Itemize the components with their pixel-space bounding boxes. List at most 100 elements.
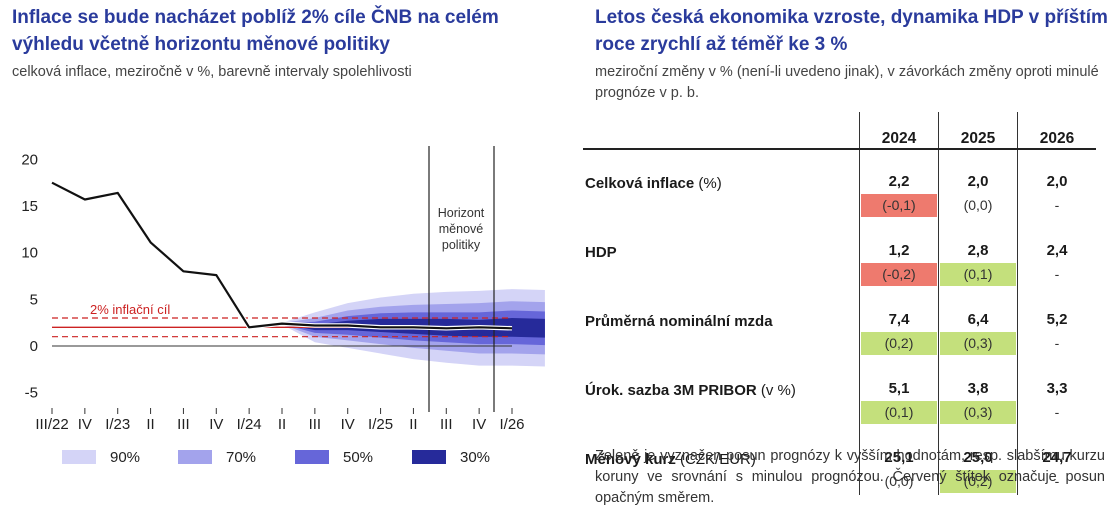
row-change: -: [1017, 192, 1096, 219]
change-tag: -: [1054, 266, 1060, 282]
table-row: HDP 1,2 2,8 2,4: [583, 219, 1096, 261]
green-change-tag: (0,1): [861, 401, 937, 424]
table-row: Průměrná nominální mzda 7,4 6,4 5,2: [583, 288, 1096, 330]
row-value: 3,8: [938, 357, 1018, 399]
row-value: 25,0: [938, 426, 1018, 468]
row-value: 5,2: [1017, 288, 1096, 330]
row-value: 6,4: [938, 288, 1018, 330]
row-value: 2,0: [938, 149, 1018, 192]
table-row-change: (0,0) (0,2) -: [583, 468, 1096, 495]
table-footnote: Zeleně je vyznačen posun prognózy k vyšš…: [595, 448, 1105, 506]
x-tick-label: I/24: [237, 416, 262, 433]
red-change-tag: (-0,1): [861, 194, 937, 217]
x-tick-label: II: [409, 416, 417, 433]
row-change: -: [1017, 468, 1096, 495]
right-subtitle: meziroční změny v % (není-li uvedeno jin…: [595, 64, 1099, 101]
row-label-bold: HDP: [585, 244, 617, 261]
row-change: (0,0): [938, 192, 1018, 219]
red-change-tag: (-0,2): [861, 263, 937, 286]
year-2026-header: 2026: [1017, 112, 1096, 150]
green-change-tag: (0,1): [940, 263, 1016, 286]
table-row: Měnový kurz (CZK/EUR) 25,1 25,0 24,7: [583, 426, 1096, 468]
x-tick-label: IV: [341, 416, 355, 433]
x-tick-label: I/23: [105, 416, 130, 433]
row-label-bold: Celková inflace: [585, 175, 695, 192]
row-label: Průměrná nominální mzda: [583, 288, 860, 330]
row-change: (0,1): [859, 399, 939, 426]
year-2024-header: 2024: [859, 112, 939, 150]
change-tag: (0,0): [884, 473, 914, 489]
table-row-change: (0,2) (0,3) -: [583, 330, 1096, 357]
x-tick-label: IV: [472, 416, 486, 433]
row-change: (-0,2): [859, 261, 939, 288]
table-header-empty: [583, 112, 860, 150]
row-change: (0,0): [859, 468, 939, 495]
y-tick-label: 5: [30, 291, 38, 308]
inflation-fan-chart: 2% inflační cíl Horizont měnové politiky -5 0…: [21, 146, 545, 466]
target-label: 2% inflační cíl: [90, 302, 170, 317]
row-label-spacer: [583, 192, 860, 219]
change-tag: -: [1054, 473, 1060, 489]
x-tick-label: IV: [209, 416, 223, 433]
row-label-bold: Průměrná nominální mzda: [585, 313, 773, 330]
row-label: HDP: [583, 219, 860, 261]
right-title: Letos česká ekonomika vzroste, dynamika …: [595, 7, 1108, 55]
legend-label: 90%: [110, 449, 140, 466]
row-change: (0,3): [938, 330, 1018, 357]
forecast-table: 2024 2025 2026 Celková inflace (%) 2,2 2,0…: [583, 112, 1096, 495]
y-tick-label: 20: [21, 151, 38, 168]
row-value: 2,0: [1017, 149, 1096, 192]
table-header-row: 2024 2025 2026: [583, 112, 1096, 150]
table-row-change: (-0,1) (0,0) -: [583, 192, 1096, 219]
x-tick-label: III: [309, 416, 322, 433]
row-label-bold: Úrok. sazba 3M PRIBOR: [585, 382, 757, 399]
row-label-unit: (%): [694, 175, 722, 192]
row-change: -: [1017, 261, 1096, 288]
row-value: 2,4: [1017, 219, 1096, 261]
year-2025-header: 2025: [938, 112, 1018, 150]
table-row: Úrok. sazba 3M PRIBOR (v %) 5,1 3,8 3,3: [583, 357, 1096, 399]
row-value: 1,2: [859, 219, 939, 261]
green-change-tag: (0,2): [861, 332, 937, 355]
row-value: 25,1: [859, 426, 939, 468]
legend-label: 70%: [226, 449, 256, 466]
green-change-tag: (0,3): [940, 332, 1016, 355]
x-tick-label: I/25: [368, 416, 393, 433]
y-tick-label: -5: [25, 385, 38, 402]
legend-swatch: [412, 450, 446, 464]
y-tick-label: 0: [30, 338, 38, 355]
row-value: 2,8: [938, 219, 1018, 261]
row-value: 7,4: [859, 288, 939, 330]
row-change: (0,2): [859, 330, 939, 357]
row-label: Měnový kurz (CZK/EUR): [583, 426, 860, 468]
row-label: Úrok. sazba 3M PRIBOR (v %): [583, 357, 860, 399]
row-value: 24,7: [1017, 426, 1096, 468]
change-tag: -: [1054, 197, 1060, 213]
row-label-spacer: [583, 261, 860, 288]
table-row: Celková inflace (%) 2,2 2,0 2,0: [583, 149, 1096, 192]
legend-label: 30%: [460, 449, 490, 466]
legend-swatch: [178, 450, 212, 464]
green-change-tag: (0,3): [940, 401, 1016, 424]
y-tick-label: 15: [21, 198, 38, 215]
legend-swatch: [295, 450, 329, 464]
legend-swatch: [62, 450, 96, 464]
inflation-line: [51, 181, 513, 330]
row-change: -: [1017, 399, 1096, 426]
x-tick-label: II: [146, 416, 154, 433]
horizon-label: Horizont: [438, 206, 485, 220]
row-label-spacer: [583, 330, 860, 357]
row-label: Celková inflace (%): [583, 149, 860, 192]
row-label-spacer: [583, 399, 860, 426]
x-tick-label: I/26: [499, 416, 524, 433]
row-change: (0,2): [938, 468, 1018, 495]
left-subtitle: celková inflace, meziročně v %, barevně …: [12, 64, 412, 80]
y-tick-label: 10: [21, 245, 38, 262]
row-change: (0,1): [938, 261, 1018, 288]
left-title: Inflace se bude nacházet poblíž 2% cíle …: [12, 7, 499, 55]
change-tag: (0,0): [963, 197, 993, 213]
x-tick-label: III: [440, 416, 453, 433]
row-value: 2,2: [859, 149, 939, 192]
x-tick-label: III: [177, 416, 190, 433]
x-tick-label: III/22: [35, 416, 68, 433]
